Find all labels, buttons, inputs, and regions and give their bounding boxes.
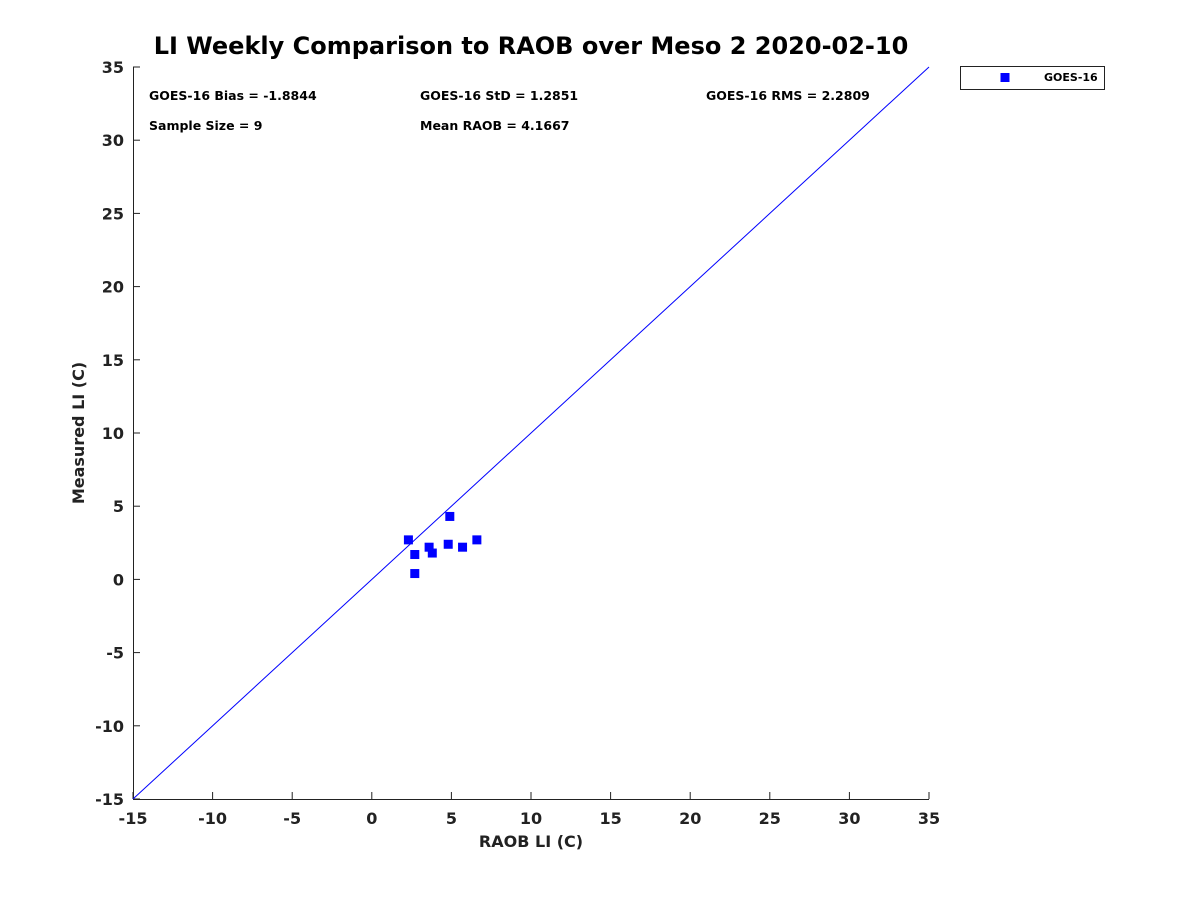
bias-annotation: GOES-16 Bias = -1.8844	[149, 88, 317, 103]
y-tick-label: 30	[102, 131, 124, 150]
x-tick-label: 30	[838, 809, 860, 828]
y-tick-label: -10	[95, 717, 124, 736]
legend-box	[960, 66, 1105, 90]
rms-annotation: GOES-16 RMS = 2.2809	[706, 88, 870, 103]
sample-size-annotation: Sample Size = 9	[149, 118, 262, 133]
y-tick-label: -5	[106, 644, 124, 663]
plot-area: -15 -10 -5 0 5 10 15 20 25 30 35 -15 -10 -5 0 5 10 15 20 2…	[95, 58, 940, 828]
y-tick-label: -15	[95, 790, 124, 809]
y-tick-label: 20	[102, 278, 124, 297]
y-tick-label: 35	[102, 58, 124, 77]
y-tick-label: 0	[113, 570, 124, 589]
x-tick-label: -15	[119, 809, 148, 828]
x-tick-label: 25	[759, 809, 781, 828]
std-annotation: GOES-16 StD = 1.2851	[420, 88, 578, 103]
x-tick-label: -5	[283, 809, 301, 828]
legend-label-goes-16: GOES-16	[1044, 71, 1098, 84]
chart-title: LI Weekly Comparison to RAOB over Meso 2…	[154, 32, 909, 60]
y-tick-label: 15	[102, 351, 124, 370]
x-tick-label: 35	[918, 809, 940, 828]
data-point	[458, 542, 468, 552]
legend: GOES-16	[960, 66, 1105, 90]
y-tick-label: 10	[102, 424, 124, 443]
data-point	[403, 535, 413, 545]
data-points	[403, 511, 482, 579]
data-point	[427, 548, 437, 558]
data-point	[472, 535, 482, 545]
x-tick-label: 5	[446, 809, 457, 828]
data-point	[410, 550, 420, 560]
mean-raob-annotation: Mean RAOB = 4.1667	[420, 118, 569, 133]
x-tick-label: -10	[198, 809, 227, 828]
x-tick-label: 0	[366, 809, 377, 828]
data-point	[443, 539, 453, 549]
x-axis-label: RAOB LI (C)	[479, 832, 583, 851]
x-axis-ticks: -15 -10 -5 0 5 10 15 20 25 30 35	[119, 792, 940, 828]
one-to-one-line	[132, 66, 930, 800]
y-axis-ticks: -15 -10 -5 0 5 10 15 20 25 30 35	[95, 58, 140, 809]
y-tick-label: 25	[102, 204, 124, 223]
x-tick-label: 20	[679, 809, 701, 828]
data-point	[410, 569, 420, 579]
y-axis-label: Measured LI (C)	[69, 362, 88, 504]
y-tick-label: 5	[113, 497, 124, 516]
data-point	[424, 542, 434, 552]
x-tick-label: 10	[520, 809, 542, 828]
data-point	[445, 511, 455, 521]
legend-marker-goes-16	[1000, 73, 1010, 82]
x-tick-label: 15	[599, 809, 621, 828]
